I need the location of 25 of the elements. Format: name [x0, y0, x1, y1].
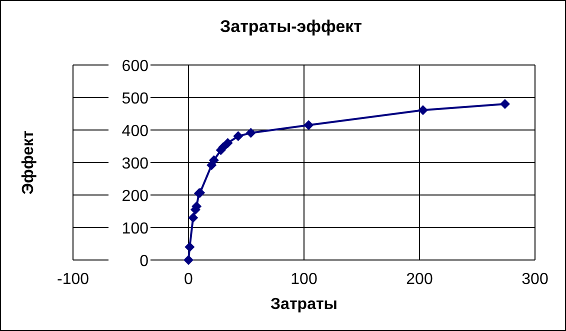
x-tick-label: 100 [290, 271, 318, 288]
point [500, 99, 510, 109]
y-tick-label: 100 [122, 220, 149, 238]
x-tick-label: 300 [522, 271, 548, 288]
y-tick-label: 400 [122, 123, 149, 140]
y-tick-label: 600 [122, 58, 149, 75]
point [222, 138, 233, 148]
x-tick-label: -100 [56, 271, 90, 288]
point [188, 212, 198, 223]
y-tick-label: 300 [122, 156, 149, 172]
y-tick-label: 200 [122, 188, 149, 205]
point [208, 155, 219, 166]
y-tick-label: 500 [122, 90, 149, 108]
x-axis-title: Затраты [270, 296, 338, 313]
y-axis-title: Эффект [20, 130, 37, 194]
point [246, 128, 256, 138]
point [184, 242, 195, 252]
y-tick-label: 0 [140, 253, 149, 270]
x-tick-label: 200 [406, 271, 433, 288]
point [304, 120, 314, 130]
point [418, 105, 428, 116]
point [184, 255, 194, 265]
point [233, 131, 244, 142]
x-tick-label: 0 [184, 271, 194, 288]
chart-title: Затраты-эффект [220, 17, 362, 36]
